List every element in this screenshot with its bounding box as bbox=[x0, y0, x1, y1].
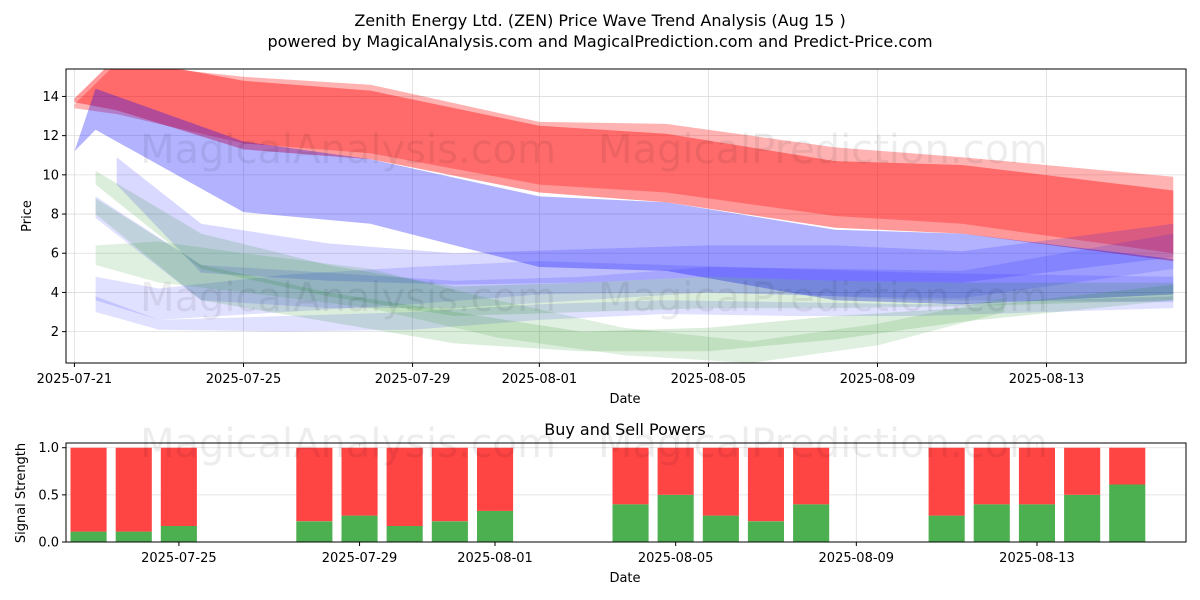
green-wave-band-9 bbox=[95, 241, 1005, 363]
watermark-analysis-top: MagicalAnalysis.com bbox=[140, 127, 556, 173]
sell-power-bar bbox=[1109, 447, 1146, 485]
price-plot-frame bbox=[65, 68, 1187, 364]
watermark-prediction-middle: MagicalPrediction.com bbox=[598, 275, 1048, 321]
signal-y-axis-label: Signal Strength bbox=[14, 443, 29, 543]
buy-power-bar bbox=[115, 531, 152, 542]
signal-y-tick-label: 1.0 bbox=[38, 441, 59, 456]
price-grid bbox=[66, 69, 1186, 363]
buy-power-bar bbox=[160, 526, 197, 542]
signal-plot-frame bbox=[65, 442, 1187, 543]
buy-power-bar bbox=[973, 504, 1010, 542]
buy-power-bar bbox=[1064, 494, 1101, 542]
buy-power-bar bbox=[1018, 504, 1055, 542]
price-bands bbox=[74, 69, 1174, 363]
chart-subtitle: powered by MagicalAnalysis.com and Magic… bbox=[267, 32, 932, 51]
sell-power-bar bbox=[296, 447, 333, 522]
price-axis-ticks: 2025-07-21 2025-07-25 2025-07-29 2025-08-01… bbox=[37, 90, 1085, 387]
signal-x-tick-label: 2025-08-05 bbox=[638, 551, 714, 566]
watermark-prediction-bottom: MagicalPrediction.com bbox=[598, 421, 1048, 467]
price-x-tick-label: 2025-08-13 bbox=[1009, 372, 1085, 387]
sell-power-bar bbox=[793, 447, 830, 505]
price-panel: MagicalAnalysis.com MagicalPrediction.co… bbox=[20, 68, 1187, 407]
sell-power-bar bbox=[431, 447, 468, 522]
green-wave-band-7 bbox=[95, 170, 1174, 316]
signal-y-tick-label: 0.0 bbox=[38, 536, 59, 551]
sell-power-bar bbox=[160, 447, 197, 526]
signal-panel: Buy and Sell Powers MagicalAnalysis.com … bbox=[14, 420, 1187, 586]
sell-power-bar bbox=[973, 447, 1010, 505]
sell-power-bar bbox=[386, 447, 423, 526]
signal-x-tick-label: 2025-08-01 bbox=[457, 551, 533, 566]
watermark-analysis-bottom: MagicalAnalysis.com bbox=[140, 421, 556, 467]
signal-x-axis-label: Date bbox=[609, 571, 640, 586]
signal-axis-ticks: 2025-07-25 2025-07-29 2025-08-01 2025-08-05… bbox=[38, 441, 1074, 566]
buy-power-bar bbox=[1109, 484, 1146, 542]
sell-power-bar bbox=[70, 447, 107, 532]
price-band-group bbox=[74, 69, 1174, 363]
watermark-analysis-middle: MagicalAnalysis.com bbox=[140, 275, 556, 321]
signal-y-tick-label: 0.5 bbox=[38, 488, 59, 503]
signal-bars bbox=[70, 447, 1146, 542]
sell-power-bar bbox=[341, 447, 378, 516]
price-x-tick-label: 2025-07-25 bbox=[206, 372, 282, 387]
price-x-tick-label: 2025-08-01 bbox=[502, 372, 578, 387]
green-wave-band-8 bbox=[95, 198, 1174, 352]
price-y-tick-label: 12 bbox=[42, 129, 59, 144]
sell-power-bar bbox=[928, 447, 965, 516]
sell-power-bar bbox=[657, 447, 694, 495]
red-wave-band-1 bbox=[74, 69, 1174, 262]
price-plot-background bbox=[66, 69, 1186, 363]
blue-wave-band-4 bbox=[95, 196, 1174, 309]
buy-power-bar bbox=[431, 521, 468, 542]
price-y-axis-label: Price bbox=[20, 200, 35, 232]
price-y-tick-label: 10 bbox=[42, 168, 59, 183]
buy-power-bar bbox=[386, 526, 423, 542]
buy-power-bar bbox=[477, 510, 514, 542]
buy-power-bar bbox=[341, 515, 378, 542]
signal-x-tick-label: 2025-07-25 bbox=[141, 551, 217, 566]
price-y-tick-label: 2 bbox=[51, 325, 59, 340]
sell-power-bar bbox=[612, 447, 649, 505]
buy-power-bar bbox=[702, 515, 739, 542]
buy-power-bar bbox=[70, 531, 107, 542]
sell-power-bar bbox=[477, 447, 514, 511]
sell-power-bar bbox=[747, 447, 784, 522]
price-x-axis-label: Date bbox=[609, 392, 640, 407]
watermark-prediction-top: MagicalPrediction.com bbox=[598, 127, 1048, 173]
buy-power-bar bbox=[612, 504, 649, 542]
sell-power-bar bbox=[1064, 447, 1101, 495]
sell-power-bar bbox=[702, 447, 739, 516]
price-x-tick-label: 2025-08-09 bbox=[840, 372, 916, 387]
blue-wave-band-6 bbox=[95, 296, 1174, 332]
sell-power-bar bbox=[115, 447, 152, 532]
buy-power-bar bbox=[747, 521, 784, 542]
buy-power-bar bbox=[296, 521, 333, 542]
price-x-tick-label: 2025-07-29 bbox=[375, 372, 451, 387]
price-y-tick-label: 6 bbox=[51, 247, 59, 262]
price-y-tick-label: 14 bbox=[42, 90, 59, 105]
price-x-tick-label: 2025-08-05 bbox=[671, 372, 747, 387]
blue-wave-band-3 bbox=[116, 157, 1174, 285]
blue-wave-band-2 bbox=[74, 88, 1174, 305]
price-y-tick-label: 4 bbox=[51, 286, 59, 301]
signal-x-tick-label: 2025-08-13 bbox=[999, 551, 1075, 566]
buy-power-bar bbox=[793, 504, 830, 542]
signal-x-tick-label: 2025-08-09 bbox=[819, 551, 895, 566]
chart-title: Zenith Energy Ltd. (ZEN) Price Wave Tren… bbox=[354, 11, 845, 30]
signal-chart-title: Buy and Sell Powers bbox=[544, 420, 706, 439]
blue-wave-band-5 bbox=[95, 261, 1174, 320]
red-wave-band-0 bbox=[74, 69, 1174, 254]
price-x-tick-label: 2025-07-21 bbox=[37, 372, 113, 387]
sell-power-bar bbox=[1018, 447, 1055, 505]
price-y-tick-label: 8 bbox=[51, 208, 59, 223]
signal-x-tick-label: 2025-07-29 bbox=[322, 551, 398, 566]
buy-power-bar bbox=[928, 515, 965, 542]
buy-power-bar bbox=[657, 494, 694, 542]
